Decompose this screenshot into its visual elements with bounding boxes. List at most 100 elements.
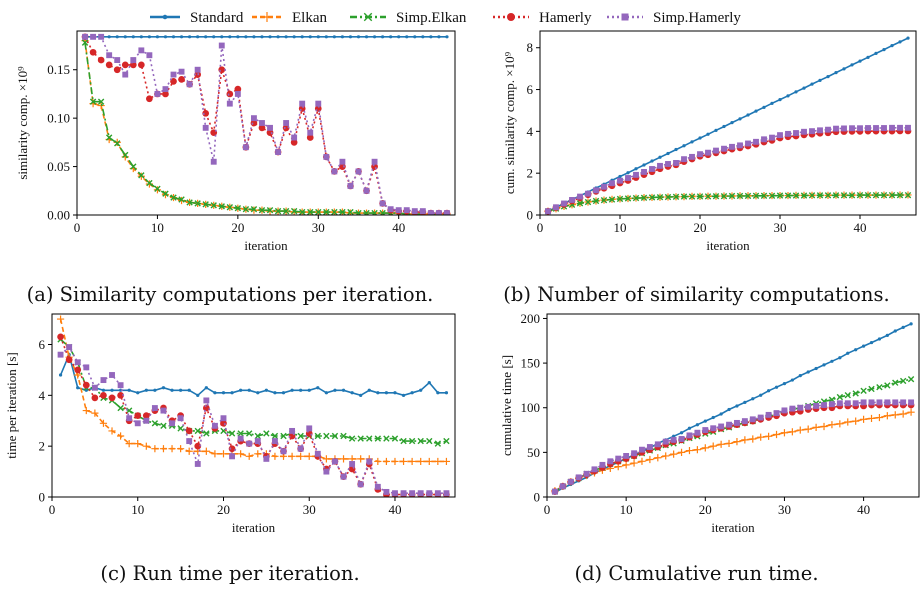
data-point: [299, 388, 303, 392]
data-point: [905, 124, 911, 131]
data-point: [757, 433, 765, 441]
caption-d: (d) Cumulative run time.: [574, 562, 819, 585]
y-tick-label: 50: [527, 445, 540, 460]
data-point: [429, 35, 433, 39]
data-point: [824, 192, 832, 199]
data-point: [355, 168, 362, 175]
data-point: [357, 435, 364, 442]
data-point: [81, 39, 89, 46]
data-point: [113, 66, 121, 74]
data-point: [741, 418, 748, 425]
series-line: [547, 127, 908, 212]
data-point: [658, 155, 662, 159]
data-point: [689, 153, 695, 160]
data-point: [896, 191, 904, 199]
data-point: [553, 204, 559, 211]
data-point: [276, 35, 280, 39]
data-point: [642, 163, 646, 167]
data-point: [445, 35, 449, 39]
data-point: [757, 414, 764, 421]
data-point: [797, 404, 804, 411]
data-point: [721, 145, 727, 152]
data-point: [258, 206, 266, 214]
legend-label: Simp.Hamerly: [653, 10, 741, 26]
data-point: [130, 163, 137, 170]
data-point: [888, 191, 896, 199]
data-point: [58, 373, 63, 377]
data-point: [290, 139, 298, 146]
data-point: [204, 386, 208, 390]
data-point: [753, 138, 759, 145]
data-point: [159, 445, 168, 453]
data-point: [868, 385, 875, 393]
data-point: [186, 81, 193, 88]
data-point: [383, 488, 390, 495]
data-point: [268, 35, 272, 39]
data-point: [97, 101, 105, 110]
data-point: [809, 128, 815, 135]
data-point: [609, 180, 615, 187]
data-point: [751, 397, 755, 401]
data-point: [221, 391, 226, 395]
data-point: [882, 47, 886, 52]
legend-marker: [363, 12, 373, 22]
data-point: [875, 413, 884, 422]
data-point: [387, 206, 394, 213]
data-point: [298, 208, 306, 215]
data-point: [155, 35, 160, 39]
data-point: [306, 425, 313, 432]
data-point: [66, 344, 73, 350]
data-point: [347, 208, 354, 215]
legend-label: Elkan: [292, 10, 327, 26]
data-point: [389, 35, 393, 39]
data-point: [852, 400, 859, 407]
data-point: [194, 200, 201, 207]
data-point: [194, 66, 201, 73]
data-point: [114, 140, 121, 147]
data-point: [263, 430, 270, 437]
data-point: [117, 391, 124, 399]
data-point: [852, 390, 859, 397]
data-point: [784, 192, 792, 199]
legend-item-hamerly: Hamerly: [493, 10, 592, 26]
legend-item-simp-elkan: Simp.Elkan: [350, 10, 467, 26]
x-tick-label: 10: [620, 502, 633, 517]
data-point: [417, 437, 424, 445]
data-point: [122, 151, 129, 159]
data-point: [592, 197, 600, 205]
data-point: [134, 420, 141, 427]
data-point: [860, 387, 867, 394]
data-point: [408, 457, 416, 466]
data-point: [315, 100, 322, 107]
data-point: [904, 191, 912, 199]
data-point: [808, 192, 816, 199]
data-point: [171, 35, 176, 39]
data-point: [781, 407, 788, 414]
data-point: [273, 391, 277, 395]
data-point: [315, 208, 322, 215]
data-point: [91, 409, 99, 417]
x-tick-label: 10: [151, 220, 164, 235]
x-tick-label: 10: [614, 220, 627, 235]
x-tick-label: 20: [694, 220, 707, 235]
data-point: [813, 403, 820, 409]
data-point: [252, 35, 256, 39]
data-point: [266, 129, 274, 137]
legend-marker: [262, 12, 272, 22]
data-point: [788, 428, 796, 436]
data-point: [876, 384, 883, 391]
data-point: [236, 35, 240, 39]
data-point: [116, 432, 125, 440]
data-point: [314, 432, 322, 440]
x-axis-label: iteration: [232, 520, 276, 535]
data-point: [417, 457, 425, 466]
data-point: [297, 452, 305, 460]
data-point: [307, 129, 314, 136]
data-point: [356, 35, 361, 39]
data-point: [332, 35, 336, 39]
data-point: [682, 144, 686, 148]
data-point: [638, 457, 646, 465]
data-point: [234, 91, 241, 97]
data-point: [849, 125, 855, 132]
x-tick-label: 20: [231, 220, 244, 235]
